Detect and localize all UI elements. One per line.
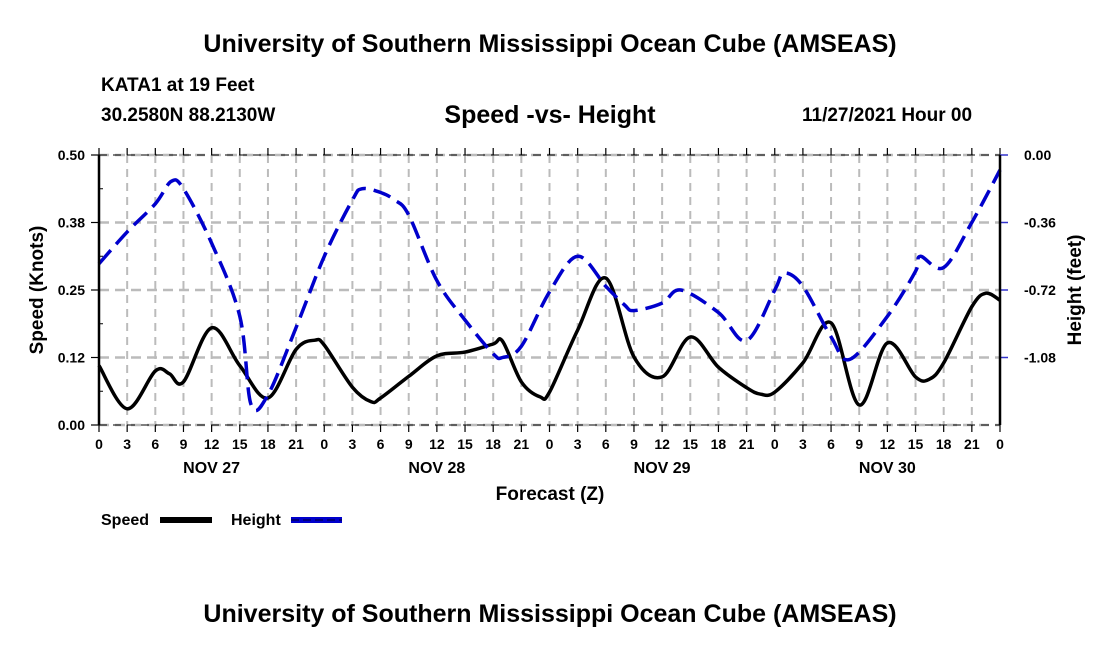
series-line-height <box>97 169 1002 413</box>
y-tick-label-left: 0.00 <box>58 417 85 433</box>
day-label: NOV 28 <box>408 460 465 477</box>
x-tick-label: 3 <box>123 436 131 452</box>
y-tick-label-left: 0.25 <box>58 282 85 298</box>
day-label: NOV 30 <box>859 460 916 477</box>
series-layer <box>97 169 1002 413</box>
day-label: NOV 27 <box>183 460 240 477</box>
x-tick-label: 21 <box>964 436 980 452</box>
grid <box>99 153 1000 427</box>
legend-label-height: Height <box>231 512 281 529</box>
y-tick-label-left: 0.12 <box>58 350 85 366</box>
y-axis-title-left: Speed (Knots) <box>27 226 48 355</box>
y-tick-label-right: -0.72 <box>1024 282 1056 298</box>
x-tick-label: 12 <box>429 436 445 452</box>
x-tick-label: 6 <box>377 436 385 452</box>
x-tick-label: 15 <box>457 436 473 452</box>
y-tick-label-left: 0.38 <box>58 215 85 231</box>
y-axis-title-right: Height (feet) <box>1065 235 1086 346</box>
legend-label-speed: Speed <box>101 512 149 529</box>
x-tick-label: 9 <box>405 436 413 452</box>
x-tick-label: 3 <box>574 436 582 452</box>
day-label: NOV 29 <box>634 460 691 477</box>
axes <box>91 148 1008 432</box>
x-tick-label: 6 <box>151 436 159 452</box>
x-tick-label: 6 <box>602 436 610 452</box>
x-tick-label: 0 <box>95 436 103 452</box>
x-tick-label: 0 <box>546 436 554 452</box>
x-tick-label: 21 <box>288 436 304 452</box>
x-tick-label: 18 <box>936 436 952 452</box>
x-tick-label: 3 <box>799 436 807 452</box>
run-date: 11/27/2021 Hour 00 <box>802 105 973 126</box>
x-axis-title: Forecast (Z) <box>496 484 605 505</box>
y-tick-label-left: 0.50 <box>58 147 85 163</box>
x-tick-label: 9 <box>630 436 638 452</box>
x-tick-label: 18 <box>485 436 501 452</box>
x-tick-label: 21 <box>514 436 530 452</box>
main-title: University of Southern Mississippi Ocean… <box>203 30 897 58</box>
x-tick-label: 0 <box>996 436 1004 452</box>
x-tick-label: 18 <box>711 436 727 452</box>
x-tick-label: 12 <box>654 436 670 452</box>
x-tick-label: 12 <box>880 436 896 452</box>
x-tick-label: 9 <box>855 436 863 452</box>
station-coordinates: 30.2580N 88.2130W <box>101 105 276 126</box>
chart-subtitle: Speed -vs- Height <box>444 101 656 129</box>
x-tick-label: 0 <box>320 436 328 452</box>
x-tick-label: 15 <box>908 436 924 452</box>
y-tick-label-right: -1.08 <box>1024 350 1056 366</box>
x-tick-label: 18 <box>260 436 276 452</box>
series-line-speed <box>97 276 1001 411</box>
legend: Speed Height <box>101 512 342 529</box>
x-tick-label: 9 <box>180 436 188 452</box>
x-tick-label: 21 <box>739 436 755 452</box>
x-tick-label: 6 <box>827 436 835 452</box>
x-tick-label: 3 <box>349 436 357 452</box>
bottom-title: University of Southern Mississippi Ocean… <box>203 600 897 628</box>
x-tick-label: 15 <box>232 436 248 452</box>
tick-labels: 0 3 6 9 12 15 18 21 0 3 6 9 12 15 18 21 0 3 6 9 12 15 18 21 0 3 6 9… <box>58 147 1056 477</box>
y-tick-label-right: 0.00 <box>1024 147 1051 163</box>
x-tick-label: 12 <box>204 436 220 452</box>
x-tick-label: 0 <box>771 436 779 452</box>
station-label: KATA1 at 19 Feet <box>101 75 255 96</box>
y-tick-label-right: -0.36 <box>1024 215 1056 231</box>
x-tick-label: 15 <box>682 436 698 452</box>
